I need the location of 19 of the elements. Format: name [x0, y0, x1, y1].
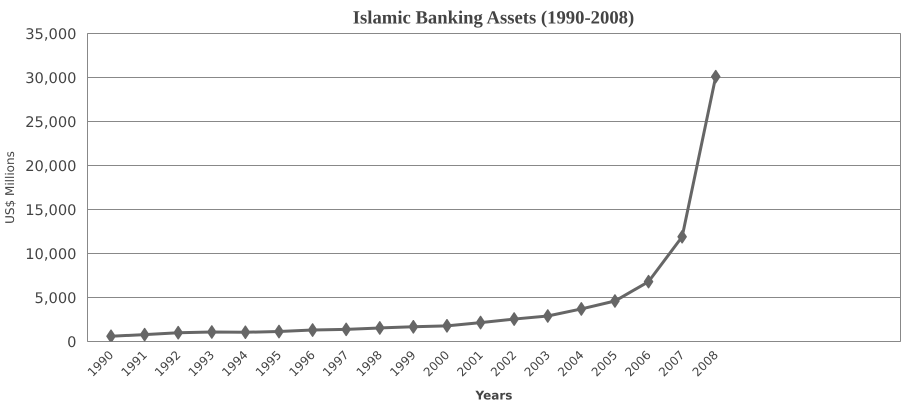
y-tick-label: 30,000: [25, 70, 77, 87]
point: [374, 320, 385, 335]
chart-title: Islamic Banking Assets (1990-2008): [352, 8, 634, 28]
point: [341, 322, 352, 336]
y-tick-label: 0: [67, 334, 77, 351]
y-tick-label: 15,000: [25, 202, 77, 219]
point: [173, 326, 184, 340]
y-tick-label: 10,000: [25, 246, 77, 263]
y-tick-label: 35,000: [25, 26, 77, 43]
point: [710, 70, 721, 84]
y-tick-label: 20,000: [25, 158, 77, 175]
point: [106, 329, 116, 342]
y-tick-label: 25,000: [25, 114, 77, 131]
point: [206, 324, 217, 339]
y-tick-label: 5,000: [34, 290, 77, 307]
point: [140, 328, 150, 342]
y-axis-title: US$ Millions: [3, 151, 18, 224]
point: [542, 308, 553, 323]
x-axis-title: Years: [474, 388, 512, 402]
